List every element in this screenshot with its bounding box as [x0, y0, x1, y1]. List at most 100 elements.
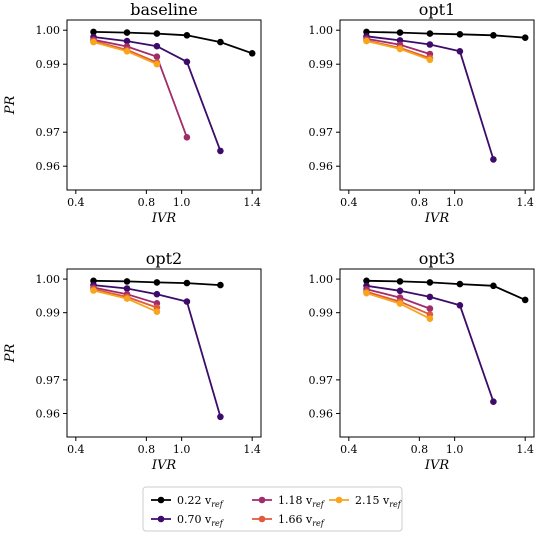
- y-tick-label: 1.00: [309, 24, 334, 37]
- data-point: [183, 279, 191, 287]
- y-tick-label: 0.99: [36, 58, 61, 71]
- x-tick-label: 0.4: [67, 196, 85, 209]
- data-point: [396, 278, 404, 285]
- data-point: [396, 300, 404, 307]
- y-tick-label: 0.99: [36, 307, 61, 320]
- data-point: [490, 156, 497, 163]
- data-point: [123, 295, 131, 302]
- chart-panel-opt1: opt1 1.00 0.99 0.97 0.96 0.4 0.8 1.0 1.4 IVR: [309, 0, 535, 226]
- data-point: [426, 315, 434, 323]
- data-point: [183, 58, 191, 66]
- legend-label: 1.66 vref: [278, 513, 326, 528]
- data-point: [123, 285, 131, 292]
- y-axis-label: PR: [3, 344, 18, 364]
- plot-frame: [66, 268, 262, 438]
- y-tick-label: 0.97: [36, 126, 61, 139]
- series-line-1: [366, 284, 495, 402]
- data-point: [426, 305, 434, 312]
- data-point: [426, 41, 434, 48]
- data-point: [217, 413, 224, 421]
- legend-marker: [258, 496, 266, 504]
- data-point: [123, 29, 131, 36]
- legend-label: 0.22 vref: [177, 494, 225, 509]
- data-point: [363, 37, 370, 45]
- data-point: [90, 38, 97, 46]
- data-point: [363, 289, 370, 297]
- data-point: [153, 290, 161, 298]
- plot-frame: [339, 19, 535, 191]
- data-point: [396, 29, 404, 36]
- legend: 0.22 vref 0.70 vref 1.18 vref 1.66 vref 2.15…: [142, 486, 403, 532]
- legend-entry: 0.22 vref: [151, 494, 225, 509]
- data-point: [153, 42, 161, 50]
- chart-panel-opt3: opt3 1.00 0.99 0.97 0.96 0.4 0.8 1.0 1.4 IVR: [309, 249, 535, 473]
- data-point: [363, 277, 370, 285]
- x-tick-label: 1.4: [243, 196, 261, 209]
- y-tick-label: 0.97: [309, 374, 334, 387]
- x-tick-label: 0.8: [411, 196, 429, 209]
- data-point: [90, 28, 97, 36]
- panel-title: baseline: [130, 0, 197, 19]
- legend-entry: 2.15 vref: [329, 494, 403, 509]
- data-point: [396, 287, 404, 295]
- data-point: [248, 50, 256, 57]
- data-point: [153, 60, 161, 68]
- chart-panel-baseline: baseline 1.00 0.99 0.97 0.96 0.4 0.8 1.0 1.4 IVR P…: [3, 0, 262, 226]
- data-point: [217, 38, 224, 46]
- series-line-0: [366, 279, 526, 301]
- x-tick-label: 0.4: [340, 196, 358, 209]
- legend-label: 0.70 vref: [177, 513, 225, 528]
- data-point: [183, 32, 191, 39]
- y-tick-label: 0.96: [36, 407, 61, 420]
- data-point: [426, 293, 434, 301]
- y-tick-label: 0.99: [309, 58, 334, 71]
- panel-title: opt2: [146, 249, 182, 268]
- legend-marker: [157, 496, 165, 504]
- data-point: [183, 298, 191, 305]
- x-axis-label: IVR: [424, 211, 450, 226]
- chart-panel-opt2: opt2 1.00 0.99 0.97 0.96 0.4 0.8 1.0 1.4 IVR PR: [3, 249, 262, 473]
- plot-frame: [339, 268, 535, 438]
- plot-frame: [66, 19, 262, 191]
- x-tick-label: 1.0: [173, 443, 191, 456]
- data-point: [521, 34, 529, 41]
- legend-entry: 1.66 vref: [252, 513, 326, 528]
- data-point: [396, 45, 404, 53]
- x-tick-label: 1.4: [516, 196, 534, 209]
- data-point: [521, 296, 529, 304]
- data-point: [153, 308, 161, 316]
- x-tick-label: 1.0: [173, 196, 191, 209]
- data-point: [426, 279, 434, 286]
- data-point: [217, 147, 224, 155]
- x-tick-label: 1.4: [243, 443, 261, 456]
- data-point: [153, 53, 161, 60]
- series-line-0: [366, 31, 526, 39]
- y-tick-label: 0.99: [309, 307, 334, 320]
- data-point: [456, 48, 464, 55]
- data-point: [183, 134, 191, 141]
- data-point: [90, 287, 97, 294]
- data-point: [123, 278, 131, 285]
- data-point: [456, 31, 464, 38]
- x-tick-label: 1.0: [446, 196, 464, 209]
- legend-marker: [157, 515, 165, 523]
- y-tick-label: 0.97: [36, 374, 61, 387]
- y-tick-label: 0.96: [309, 407, 334, 420]
- data-point: [456, 280, 464, 288]
- data-point: [153, 279, 161, 286]
- x-axis-label: IVR: [424, 458, 450, 473]
- y-tick-label: 1.00: [36, 24, 61, 37]
- y-tick-label: 1.00: [36, 273, 61, 286]
- x-axis-label: IVR: [151, 211, 177, 226]
- legend-label: 1.18 vref: [278, 494, 326, 509]
- x-tick-label: 0.4: [340, 443, 358, 456]
- data-point: [426, 56, 434, 64]
- legend-marker: [258, 515, 266, 523]
- y-axis-label: PR: [3, 96, 18, 116]
- data-point: [217, 281, 224, 289]
- x-tick-label: 1.4: [516, 443, 534, 456]
- legend-marker: [335, 496, 343, 504]
- series-line-0: [93, 31, 253, 55]
- y-tick-label: 0.97: [309, 126, 334, 139]
- data-point: [426, 30, 434, 37]
